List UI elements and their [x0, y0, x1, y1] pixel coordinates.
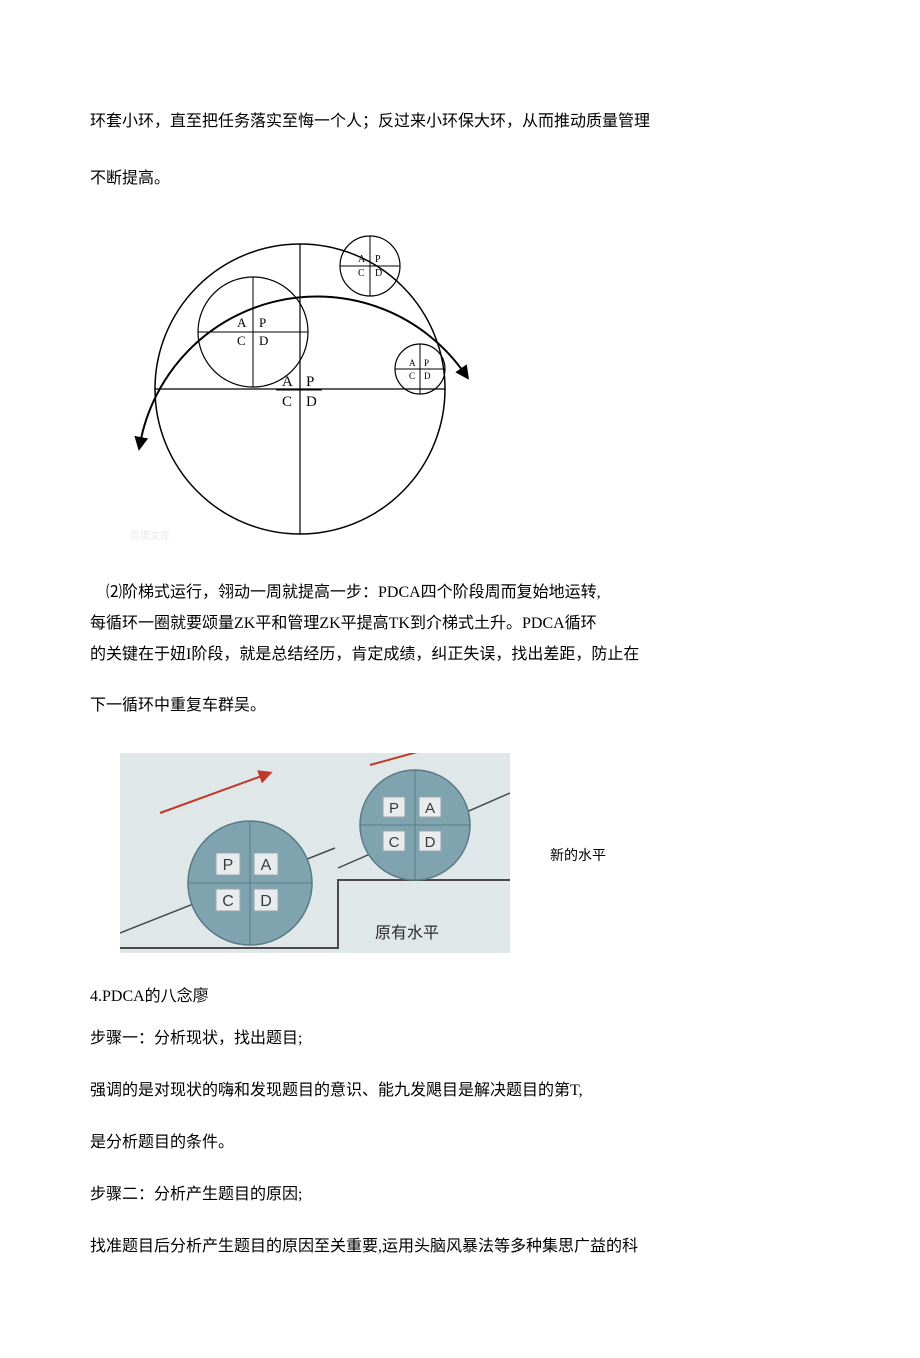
label-a: A — [282, 374, 293, 390]
c2-a: A — [425, 800, 435, 817]
diagram2-side-label: 新的水平 — [550, 845, 606, 865]
label-c: C — [282, 394, 292, 410]
c1-p: P — [223, 857, 234, 874]
step-2b: 找准题目后分析产生题目的原因至关重要,运用头脑风暴法等多种集思广益的科 — [90, 1232, 830, 1256]
sub1-p: P — [259, 315, 266, 330]
step-2: 步骤二：分析产生题目的原因; — [90, 1180, 830, 1204]
c1-c: C — [222, 893, 234, 910]
watermark-text: 百度文库 — [130, 529, 170, 542]
diagram-nested-circles: A P C D A P C D A P — [120, 214, 830, 559]
c2-p: P — [389, 800, 399, 817]
sub3-c: C — [409, 371, 415, 381]
c1-d: D — [260, 893, 272, 910]
paragraph-line-1: 环套小环，直至把任务落实至悔一个人；反过来小环保大环，从而推动质量管理 — [90, 100, 830, 145]
sub3-d: D — [424, 371, 431, 381]
paragraph-3a: ⑵阶梯式运行，翎动一周就提高一步：PDCA四个阶段周而复始地运转, — [90, 579, 830, 606]
sub2-d: D — [375, 268, 382, 279]
sub3-p: P — [424, 358, 429, 368]
label-p: P — [306, 374, 314, 390]
step-1: 步骤一：分析现状，找出题目; — [90, 1024, 830, 1048]
c2-c: C — [389, 834, 400, 851]
heading-4: 4.PDCA的八念廖 — [90, 982, 830, 1006]
c2-d: D — [425, 834, 436, 851]
sub1-d: D — [259, 333, 268, 348]
sub2-c: C — [358, 268, 365, 279]
sub2-a: A — [358, 254, 366, 265]
step-1b: 强调的是对现状的嗨和发现题目的意识、能九发飓目是解决题目的第T, — [90, 1076, 830, 1100]
label-d: D — [306, 394, 317, 410]
paragraph-line-2: 不断提高。 — [90, 157, 830, 202]
paragraph-3c: 的关键在于妞I阶段，就是总结经历，肯定成绩，纠正失误，找出差距，防止在 — [90, 641, 830, 668]
sub2-p: P — [375, 254, 381, 265]
sub1-c: C — [237, 333, 246, 348]
paragraph-3b: 每循环一圈就要颂量ZK平和管理ZK平提高TK到介梯式土升。PDCA循环 — [90, 610, 830, 637]
step-label: 原有水平 — [375, 924, 439, 942]
sub3-a: A — [409, 358, 416, 368]
paragraph-4: 下一循环中重复车群吴。 — [90, 684, 830, 729]
sub1-a: A — [237, 315, 247, 330]
step-1c: 是分析题目的条件。 — [90, 1128, 830, 1152]
c1-a: A — [261, 857, 272, 874]
diagram-staircase: P A C D P A C — [120, 753, 510, 958]
